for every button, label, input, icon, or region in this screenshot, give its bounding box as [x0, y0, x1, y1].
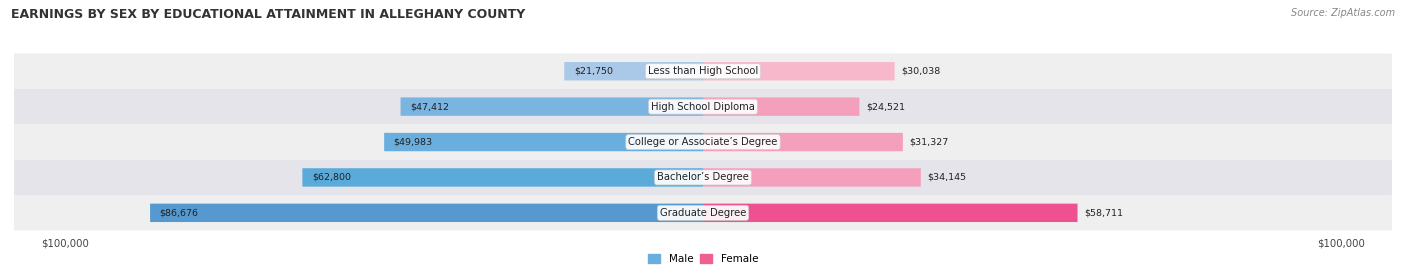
Text: $34,145: $34,145 — [927, 173, 966, 182]
Text: EARNINGS BY SEX BY EDUCATIONAL ATTAINMENT IN ALLEGHANY COUNTY: EARNINGS BY SEX BY EDUCATIONAL ATTAINMEN… — [11, 8, 526, 21]
Text: $21,750: $21,750 — [574, 67, 613, 76]
Text: Source: ZipAtlas.com: Source: ZipAtlas.com — [1291, 8, 1395, 18]
Text: $31,327: $31,327 — [910, 137, 949, 147]
FancyBboxPatch shape — [564, 62, 703, 80]
FancyBboxPatch shape — [14, 195, 1392, 230]
Text: Graduate Degree: Graduate Degree — [659, 208, 747, 218]
Text: High School Diploma: High School Diploma — [651, 102, 755, 112]
Text: $47,412: $47,412 — [411, 102, 449, 111]
Text: Less than High School: Less than High School — [648, 66, 758, 76]
Text: $62,800: $62,800 — [312, 173, 352, 182]
FancyBboxPatch shape — [703, 62, 894, 80]
Text: $58,711: $58,711 — [1084, 208, 1123, 217]
Text: $24,521: $24,521 — [866, 102, 905, 111]
Text: $86,676: $86,676 — [160, 208, 198, 217]
FancyBboxPatch shape — [703, 98, 859, 116]
FancyBboxPatch shape — [302, 168, 703, 187]
FancyBboxPatch shape — [14, 54, 1392, 89]
FancyBboxPatch shape — [703, 133, 903, 151]
FancyBboxPatch shape — [14, 124, 1392, 160]
FancyBboxPatch shape — [14, 160, 1392, 195]
Text: Bachelor’s Degree: Bachelor’s Degree — [657, 172, 749, 183]
FancyBboxPatch shape — [703, 168, 921, 187]
Text: College or Associate’s Degree: College or Associate’s Degree — [628, 137, 778, 147]
FancyBboxPatch shape — [703, 204, 1077, 222]
FancyBboxPatch shape — [384, 133, 703, 151]
Text: $30,038: $30,038 — [901, 67, 941, 76]
FancyBboxPatch shape — [401, 98, 703, 116]
FancyBboxPatch shape — [150, 204, 703, 222]
Text: $49,983: $49,983 — [394, 137, 433, 147]
FancyBboxPatch shape — [14, 89, 1392, 124]
Legend: Male, Female: Male, Female — [648, 254, 758, 265]
